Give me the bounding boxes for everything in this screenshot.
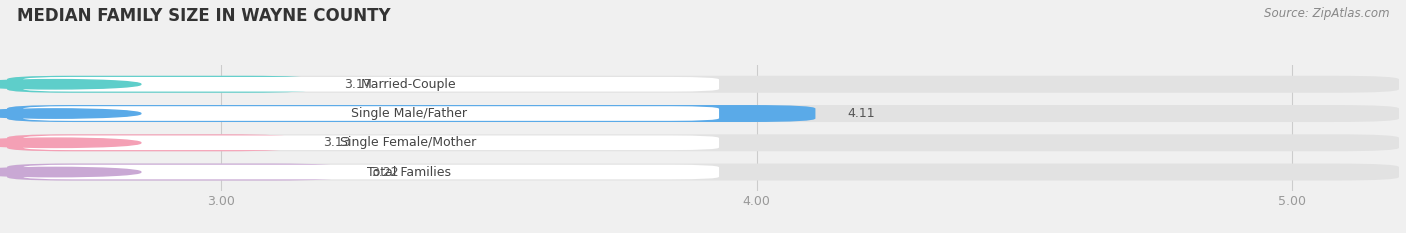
Text: Single Male/Father: Single Male/Father xyxy=(350,107,467,120)
FancyBboxPatch shape xyxy=(7,164,1399,181)
FancyBboxPatch shape xyxy=(7,76,312,93)
Circle shape xyxy=(0,167,141,177)
Text: 3.13: 3.13 xyxy=(323,136,350,149)
FancyBboxPatch shape xyxy=(22,135,718,150)
Circle shape xyxy=(0,138,141,147)
FancyBboxPatch shape xyxy=(7,164,339,181)
FancyBboxPatch shape xyxy=(7,134,291,151)
Text: 3.22: 3.22 xyxy=(371,165,399,178)
Text: 3.17: 3.17 xyxy=(344,78,373,91)
Circle shape xyxy=(0,80,141,89)
FancyBboxPatch shape xyxy=(22,165,718,179)
Text: Total Families: Total Families xyxy=(367,165,450,178)
Text: Single Female/Mother: Single Female/Mother xyxy=(340,136,477,149)
Text: Source: ZipAtlas.com: Source: ZipAtlas.com xyxy=(1264,7,1389,20)
Text: MEDIAN FAMILY SIZE IN WAYNE COUNTY: MEDIAN FAMILY SIZE IN WAYNE COUNTY xyxy=(17,7,391,25)
Text: Married-Couple: Married-Couple xyxy=(361,78,457,91)
FancyBboxPatch shape xyxy=(7,76,1399,93)
FancyBboxPatch shape xyxy=(7,105,815,122)
FancyBboxPatch shape xyxy=(22,77,718,92)
FancyBboxPatch shape xyxy=(7,105,1399,122)
Text: 4.11: 4.11 xyxy=(848,107,875,120)
FancyBboxPatch shape xyxy=(22,106,718,121)
Circle shape xyxy=(0,109,141,118)
FancyBboxPatch shape xyxy=(7,134,1399,151)
